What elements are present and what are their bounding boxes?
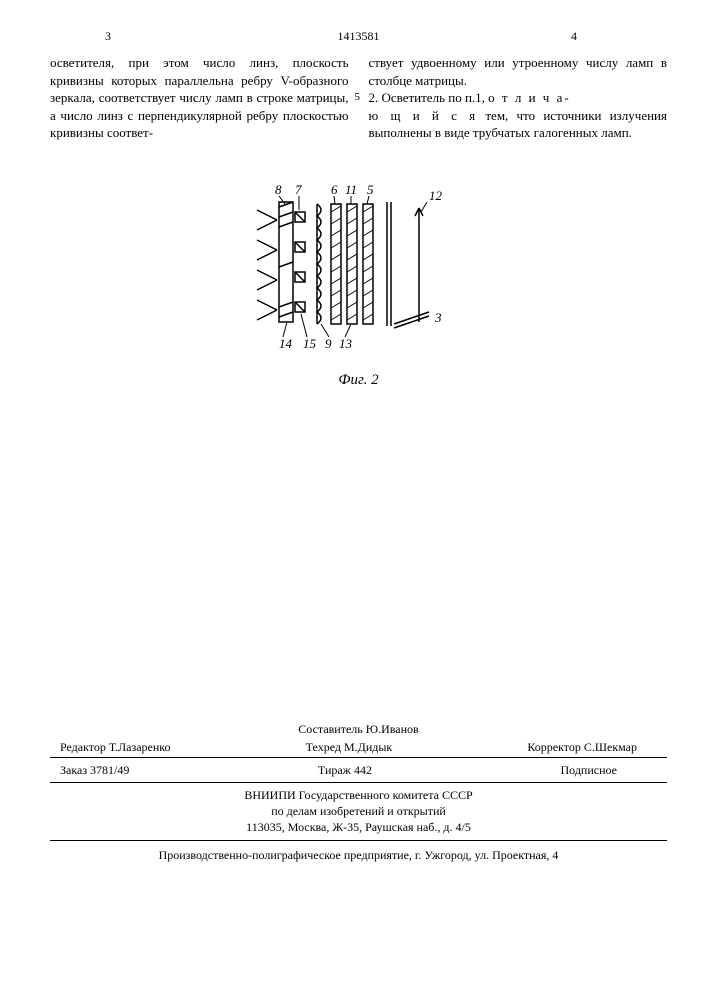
ref-6: 6 (331, 182, 338, 197)
tirage: Тираж 442 (318, 762, 372, 778)
corrector: Корректор С.Шекмар (527, 739, 637, 755)
patent-page: 3 1413581 4 осветителя, при этом число л… (0, 0, 707, 889)
techred: Техред М.Дидык (306, 739, 393, 755)
column-left-text: осветителя, при этом число линз, плоскос… (50, 55, 349, 140)
ref-11: 11 (345, 182, 357, 197)
claim2-spaced2: ю щ и й с я (369, 108, 478, 123)
org-address: 113035, Москва, Ж-35, Раушская наб., д. … (50, 819, 667, 835)
figure-2: 8 7 6 11 5 12 3 14 15 9 13 (50, 172, 667, 391)
ref-3: 3 (434, 310, 442, 325)
document-number: 1413581 (338, 28, 380, 44)
ref-5: 5 (367, 182, 374, 197)
credits-block: Составитель Ю.Иванов Редактор Т.Лазаренк… (50, 721, 667, 869)
production: Производственно-полиграфическое предприя… (50, 841, 667, 869)
ref-9: 9 (325, 336, 332, 351)
editor: Редактор Т.Лазаренко (60, 739, 171, 755)
org-line2: по делам изобретений и открытий (50, 803, 667, 819)
line-marker-5: 5 (355, 90, 361, 105)
ref-8: 8 (275, 182, 282, 197)
ref-15: 15 (303, 336, 317, 351)
subscription: Подписное (561, 762, 618, 778)
text-columns: осветителя, при этом число линз, плоскос… (50, 54, 667, 142)
page-number-left: 3 (105, 28, 111, 44)
page-number-right: 4 (571, 28, 577, 44)
column-left: осветителя, при этом число линз, плоскос… (50, 54, 349, 142)
org-line1: ВНИИПИ Государственного комитета СССР (50, 787, 667, 803)
compiler: Составитель Ю.Иванов (50, 721, 667, 737)
figure-2-drawing: 8 7 6 11 5 12 3 14 15 9 13 (239, 172, 479, 367)
column-right: 5 ствует удвоенному или утроенному числу… (369, 54, 668, 142)
ref-13: 13 (339, 336, 353, 351)
column-right-para1: ствует удвоенному или утроенному числу л… (369, 55, 668, 88)
order-number: Заказ 3781/49 (60, 762, 129, 778)
ref-14: 14 (279, 336, 293, 351)
ref-12: 12 (429, 188, 443, 203)
claim2-label: 2. Осветитель по п.1, (369, 90, 489, 105)
claim2-spaced1: о т л и ч а- (488, 90, 571, 105)
figure-2-caption: Фиг. 2 (50, 370, 667, 390)
page-header: 3 1413581 4 (50, 28, 667, 46)
ref-7: 7 (295, 182, 302, 197)
